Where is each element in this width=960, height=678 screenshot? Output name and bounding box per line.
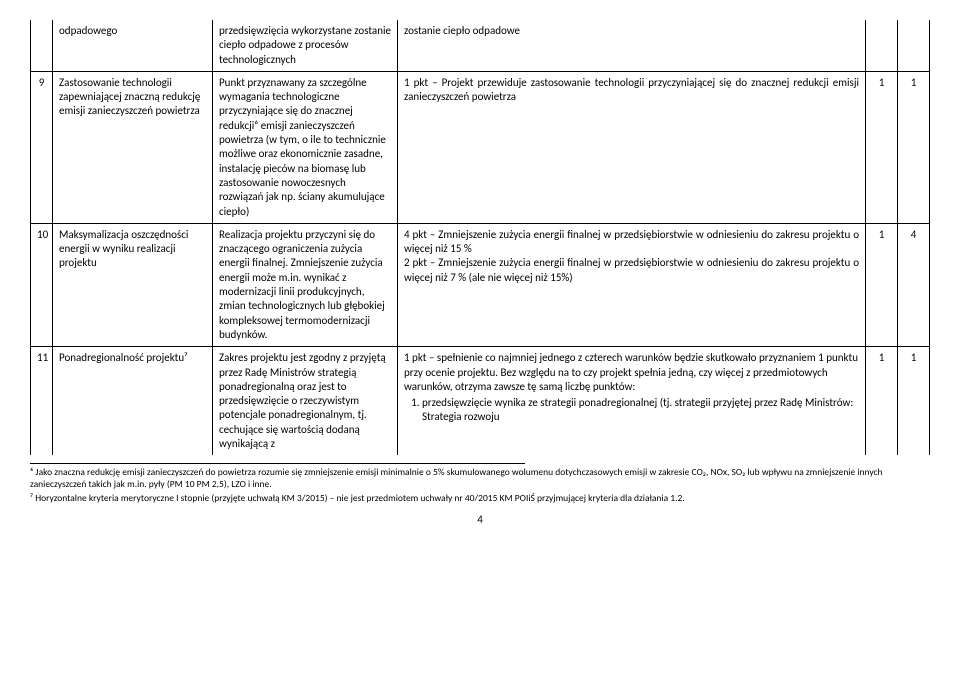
table-row: 9 Zastosowanie technologii zapewniającej… — [31, 71, 930, 223]
row-pt1 — [866, 20, 898, 71]
row-name: odpadowego — [53, 20, 213, 71]
table-row: 10 Maksymalizacja oszczędności energii w… — [31, 223, 930, 346]
footnote: ⁷ Horyzontalne kryteria merytoryczne I s… — [30, 493, 910, 505]
row-pt2: 1 — [898, 71, 930, 223]
row-pt2: 4 — [898, 223, 930, 346]
eval-list-item: przedsięwzięcie wynika ze strategii pona… — [422, 396, 859, 425]
row-name: Zastosowanie technologii zapewniającej z… — [53, 71, 213, 223]
row-desc: Realizacja projektu przyczyni się do zna… — [213, 223, 398, 346]
row-desc: przedsięwzięcia wykorzystane zostanie ci… — [213, 20, 398, 71]
row-eval: 1 pkt – Projekt przewiduje zastosowanie … — [398, 71, 866, 223]
table-row: 11 Ponadregionalność projektu⁷ Zakres pr… — [31, 347, 930, 456]
eval-list: przedsięwzięcie wynika ze strategii pona… — [422, 396, 859, 425]
row-desc: Punkt przyznawany za szczególne wymagani… — [213, 71, 398, 223]
row-pt1: 1 — [866, 71, 898, 223]
footnote: ⁶ Jako znaczna redukcję emisji zanieczys… — [30, 467, 910, 491]
row-pt2 — [898, 20, 930, 71]
row-num: 9 — [31, 71, 53, 223]
row-eval: zostanie ciepło odpadowe — [398, 20, 866, 71]
eval-line: 2 pkt – Zmniejszenie zużycia energii fin… — [404, 256, 859, 283]
row-pt1: 1 — [866, 223, 898, 346]
row-num: 10 — [31, 223, 53, 346]
row-pt2: 1 — [898, 347, 930, 456]
eval-intro: 1 pkt – spełnienie co najmniej jednego z… — [404, 351, 858, 393]
row-num — [31, 20, 53, 71]
row-eval: 1 pkt – spełnienie co najmniej jednego z… — [398, 347, 866, 456]
criteria-table: odpadowego przedsięwzięcia wykorzystane … — [30, 20, 930, 455]
table-row: odpadowego przedsięwzięcia wykorzystane … — [31, 20, 930, 71]
row-name: Maksymalizacja oszczędności energii w wy… — [53, 223, 213, 346]
footnotes: ⁶ Jako znaczna redukcję emisji zanieczys… — [30, 463, 525, 505]
eval-line: 4 pkt – Zmniejszenie zużycia energii fin… — [404, 228, 859, 255]
eval-item-text: przedsięwzięcie wynika ze strategii pona… — [422, 396, 853, 423]
row-pt1: 1 — [866, 347, 898, 456]
row-desc: Zakres projektu jest zgodny z przyjętą p… — [213, 347, 398, 456]
row-name: Ponadregionalność projektu⁷ — [53, 347, 213, 456]
row-eval: 4 pkt – Zmniejszenie zużycia energii fin… — [398, 223, 866, 346]
row-num: 11 — [31, 347, 53, 456]
page-number: 4 — [30, 513, 930, 527]
